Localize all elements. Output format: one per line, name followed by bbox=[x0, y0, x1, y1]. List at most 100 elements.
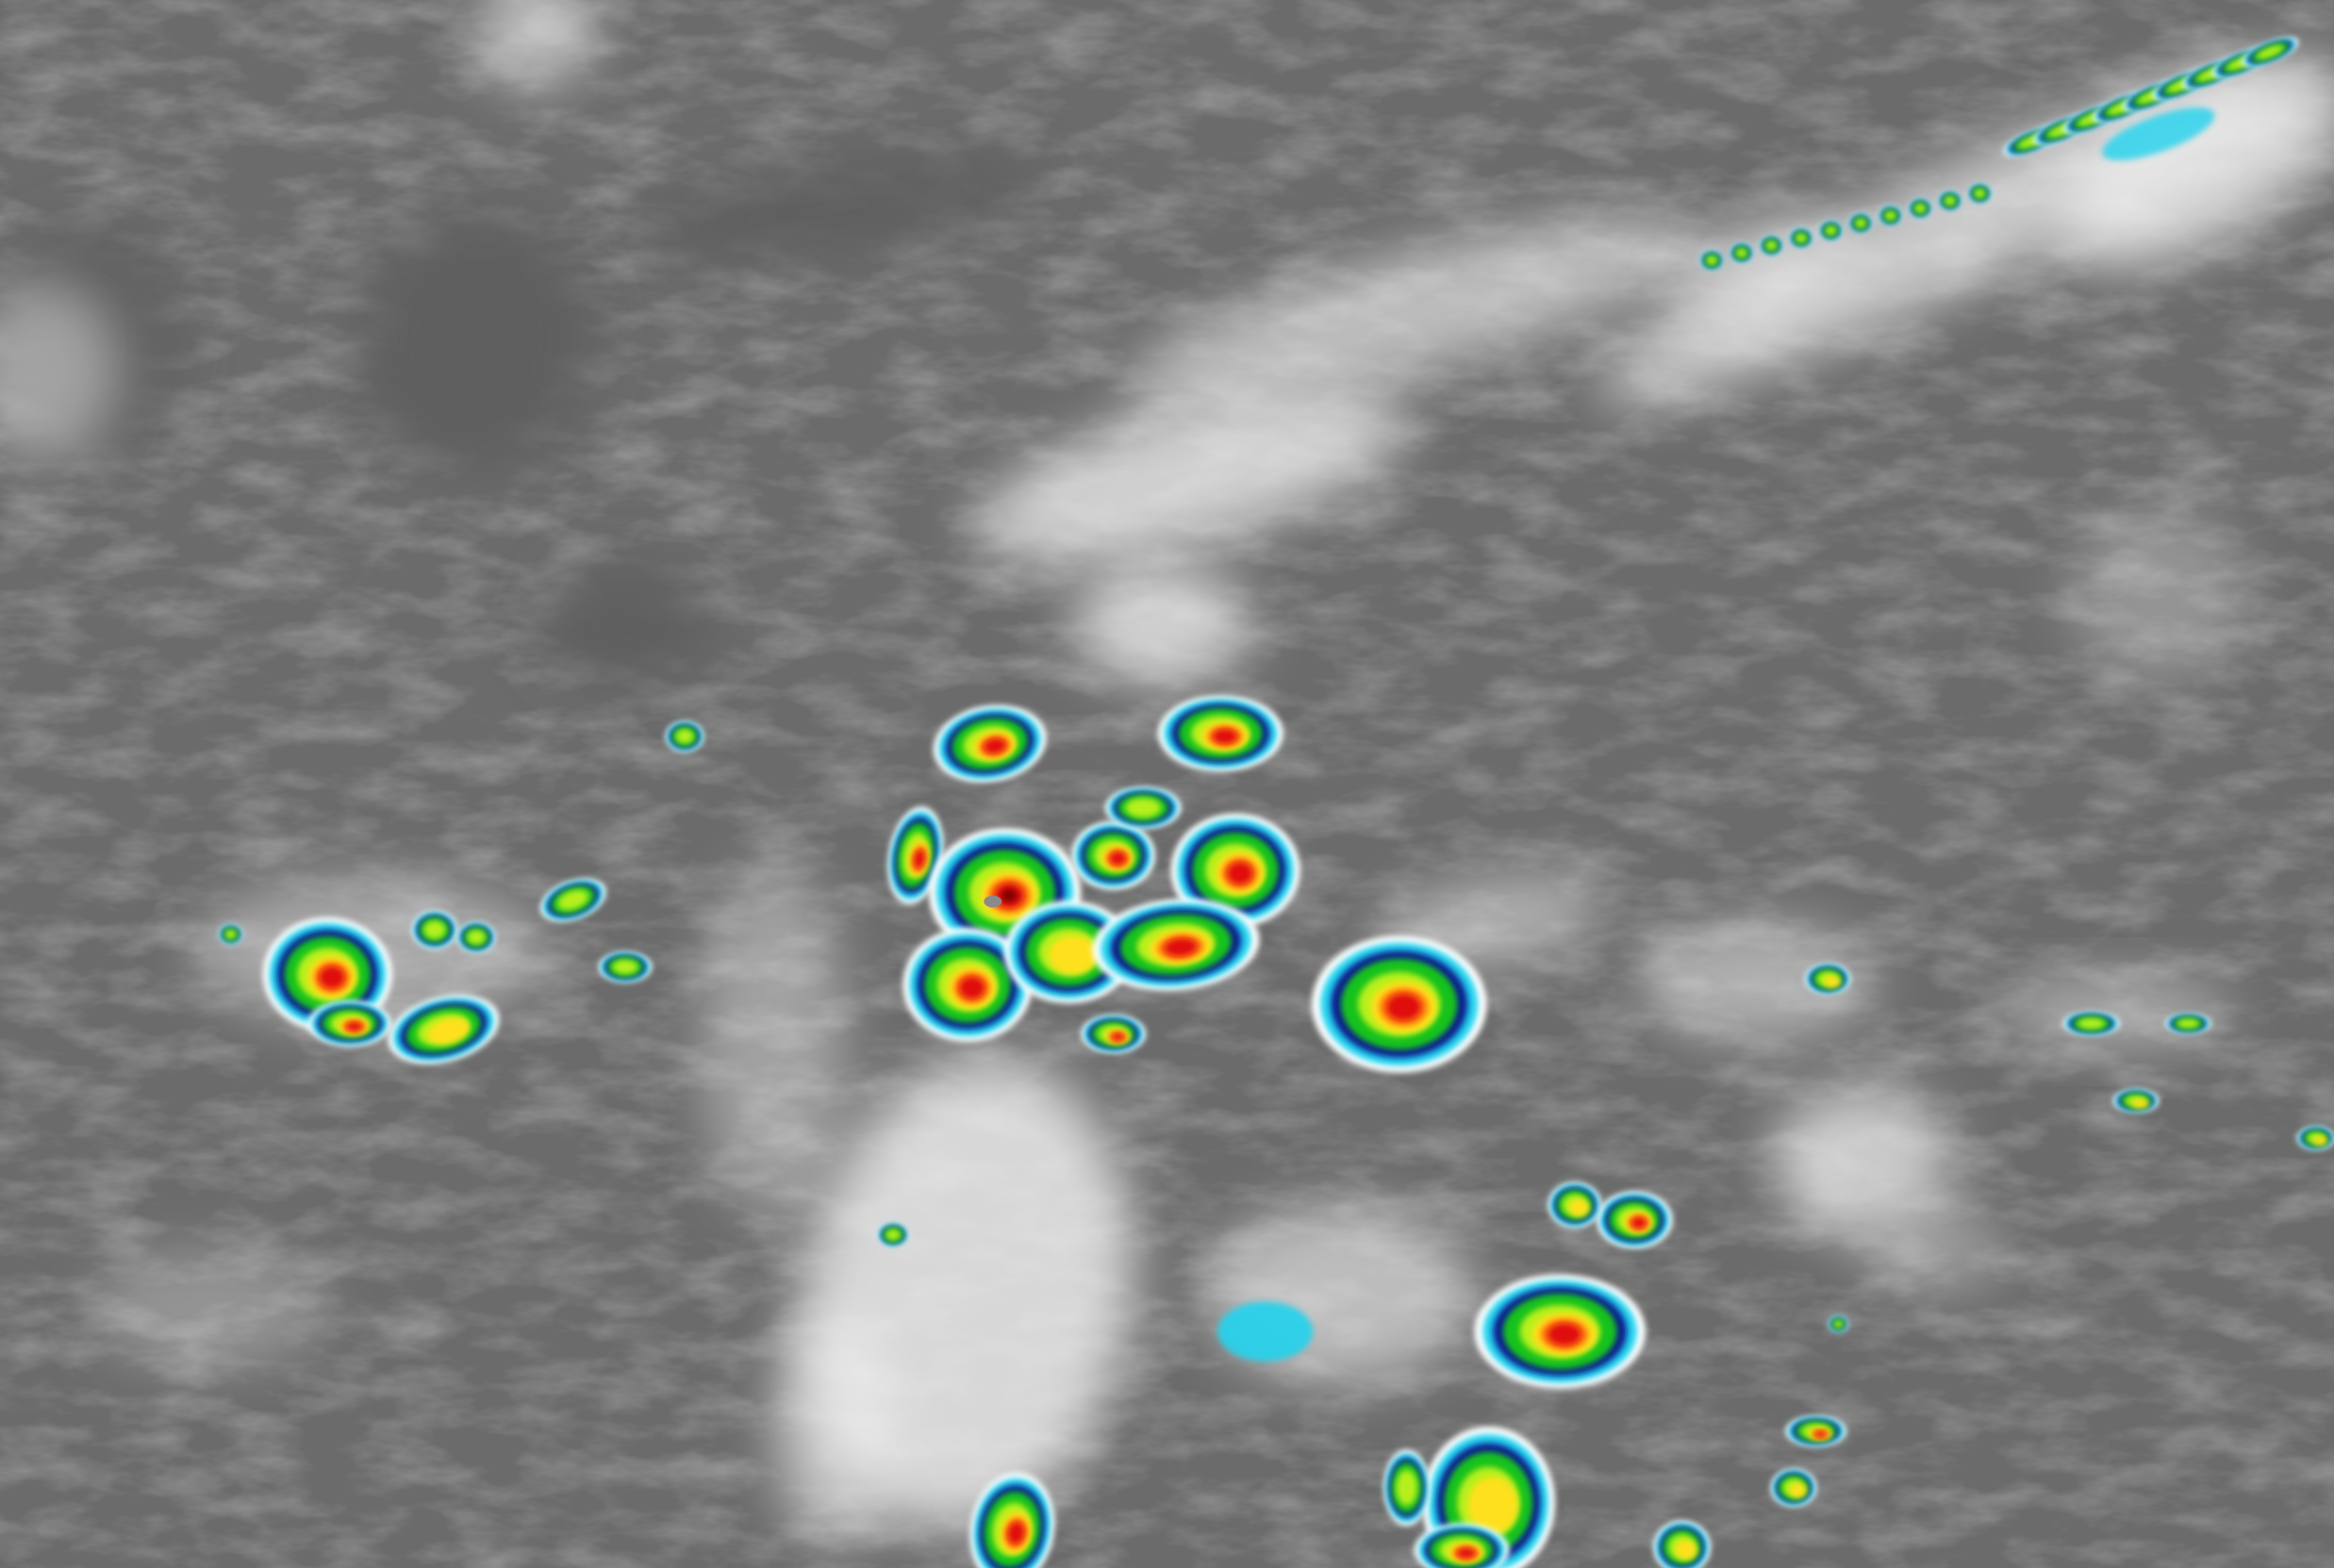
storm-cell bbox=[1938, 190, 1962, 211]
storm-ring bbox=[1456, 1547, 1476, 1559]
cloud-patch bbox=[974, 388, 1408, 563]
storm-cell bbox=[1414, 1523, 1510, 1568]
cloud-patch bbox=[1861, 1205, 2010, 1295]
storm-ring bbox=[2313, 1136, 2328, 1146]
storm-cell bbox=[1474, 1274, 1647, 1389]
storm-cell bbox=[1092, 898, 1260, 991]
storm-ring bbox=[1007, 1522, 1025, 1544]
storm-cell bbox=[598, 951, 653, 982]
storm-cell bbox=[1879, 206, 1902, 225]
storm-cell bbox=[2112, 1089, 2160, 1113]
storm-ring bbox=[1111, 1032, 1125, 1041]
storm-ring bbox=[1814, 1430, 1827, 1438]
storm-ring bbox=[427, 1017, 470, 1045]
storm-cell bbox=[1311, 935, 1487, 1073]
cold-cloud-patch bbox=[1217, 1301, 1314, 1362]
storm-cell bbox=[1081, 1015, 1147, 1053]
storm-cell bbox=[1770, 1468, 1817, 1507]
storm-ring bbox=[1825, 225, 1837, 236]
storm-cell bbox=[411, 910, 458, 949]
storm-cell bbox=[1071, 820, 1156, 890]
storm-cell bbox=[1789, 228, 1813, 248]
storm-ring bbox=[2077, 1017, 2105, 1030]
cloud-patch bbox=[0, 282, 120, 462]
storm-ring bbox=[1706, 256, 1717, 265]
cloud-patch bbox=[1126, 216, 1702, 409]
overshooting-top bbox=[984, 895, 1002, 908]
storm-cell bbox=[219, 924, 242, 944]
storm-cell bbox=[1829, 1316, 1848, 1332]
storm-cell bbox=[539, 878, 606, 922]
storm-cell bbox=[1548, 1181, 1602, 1229]
cloud-patch bbox=[2056, 59, 2334, 269]
storm-ring bbox=[1049, 935, 1098, 975]
storm-cell bbox=[1653, 1520, 1711, 1568]
storm-cell bbox=[1730, 243, 1753, 263]
storm-ring bbox=[675, 729, 694, 744]
storm-cell bbox=[1700, 251, 1724, 271]
storm-cell bbox=[1003, 900, 1134, 1004]
storm-cell bbox=[1968, 184, 1992, 204]
storm-ring bbox=[1569, 1199, 1590, 1217]
storm-cell bbox=[2062, 1012, 2121, 1035]
storm-cell bbox=[1383, 1449, 1430, 1527]
storm-ring bbox=[1164, 938, 1198, 957]
storm-ring bbox=[1974, 189, 1986, 198]
cloud-patch bbox=[476, 0, 596, 90]
storm-ring bbox=[1213, 729, 1238, 744]
storm-ring bbox=[2177, 1018, 2199, 1029]
storm-ring bbox=[1789, 1483, 1807, 1498]
storm-ring bbox=[1676, 1540, 1697, 1560]
storm-ring bbox=[1855, 218, 1866, 228]
storm-ring bbox=[319, 966, 345, 989]
storm-cell bbox=[933, 704, 1047, 784]
storm-cell bbox=[456, 921, 496, 953]
landmass bbox=[626, 155, 1040, 261]
storm-ring bbox=[1386, 993, 1421, 1021]
storm-ring bbox=[1548, 1323, 1581, 1346]
cloud-patch bbox=[2069, 505, 2248, 685]
storm-ring bbox=[557, 889, 589, 911]
storm-cell bbox=[902, 927, 1033, 1043]
storm-ring bbox=[224, 930, 237, 939]
storm-cell bbox=[1848, 213, 1873, 233]
storm-cell bbox=[1596, 1191, 1673, 1249]
landmass bbox=[536, 565, 715, 685]
storm-cell bbox=[665, 720, 704, 752]
storm-cell bbox=[1170, 813, 1300, 928]
storm-ring bbox=[423, 920, 446, 939]
storm-ring bbox=[1823, 976, 1842, 988]
storm-ring bbox=[1736, 248, 1747, 257]
cold-cloud-patch bbox=[2102, 107, 2215, 160]
cloud-patch bbox=[699, 863, 849, 1220]
storm-ring bbox=[1630, 1217, 1647, 1229]
storm-ring bbox=[886, 1229, 901, 1241]
storm-cell bbox=[969, 1472, 1055, 1568]
cloud-patch bbox=[1771, 1085, 1950, 1235]
storm-ring bbox=[1467, 1477, 1518, 1535]
storm-cell bbox=[1104, 786, 1182, 829]
storm-cell bbox=[887, 806, 944, 905]
storm-ring bbox=[1001, 888, 1018, 902]
storm-cell bbox=[388, 995, 500, 1065]
cloud-patch bbox=[1071, 565, 1250, 685]
storm-cell bbox=[262, 916, 392, 1032]
storm-ring bbox=[2131, 1099, 2149, 1109]
storm-ring bbox=[345, 1021, 363, 1032]
convective-cells-layer bbox=[219, 37, 2334, 1568]
storm-ring bbox=[2256, 45, 2284, 59]
storm-cell bbox=[1805, 964, 1851, 995]
cloud-patch bbox=[89, 1249, 328, 1369]
cloud-patch bbox=[773, 1309, 894, 1547]
cloud-patch bbox=[1995, 974, 2233, 1049]
storm-cell bbox=[1157, 695, 1283, 772]
storm-ring bbox=[1796, 233, 1807, 243]
storm-ring bbox=[1914, 204, 1926, 213]
storm-ring bbox=[467, 930, 486, 945]
storm-ring bbox=[914, 850, 925, 869]
storm-ring bbox=[1396, 1469, 1417, 1506]
storm-cell bbox=[1819, 221, 1843, 240]
storm-ring bbox=[1884, 211, 1896, 221]
storm-ring bbox=[1945, 196, 1956, 206]
